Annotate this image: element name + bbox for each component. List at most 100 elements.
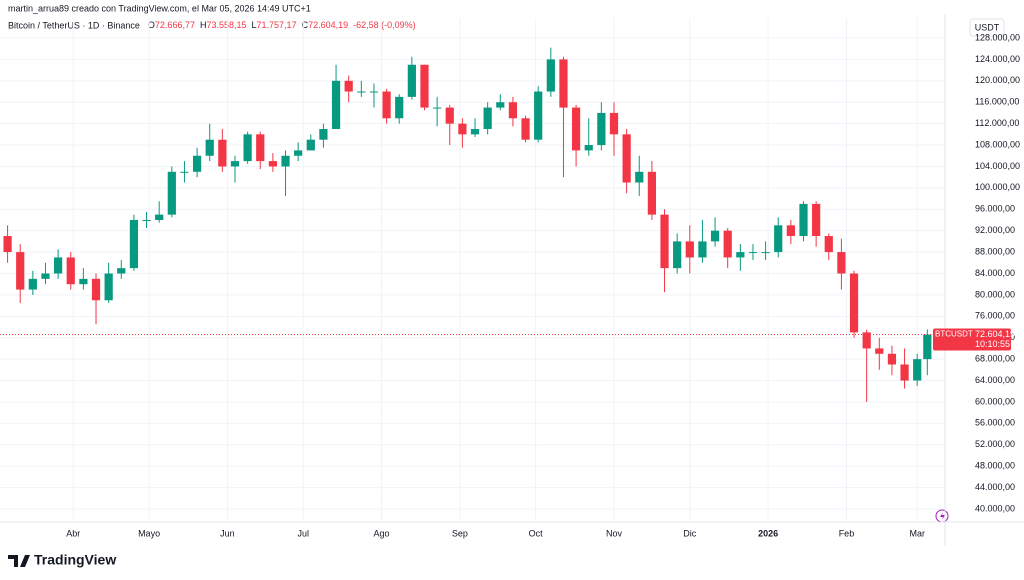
candle-body: [698, 241, 707, 258]
candle-body: [268, 161, 277, 167]
candle-body: [609, 112, 619, 135]
candle-body: [508, 102, 518, 119]
y-tick-label: 116.000,00: [975, 97, 1019, 107]
x-tick-label: Ago: [374, 528, 390, 538]
candle-body: [913, 359, 922, 381]
currency-box[interactable]: [969, 18, 1005, 37]
price-tag-price: 72.604,19: [975, 329, 1015, 339]
candle-body: [192, 155, 202, 172]
candle-body: [331, 80, 341, 129]
y-tick-label: 76.000,00: [975, 311, 1015, 321]
ohlc-value: 72.666,77: [155, 20, 195, 30]
y-tick-label: 64.000,00: [975, 375, 1015, 385]
y-tick-label: 52.000,00: [975, 439, 1015, 449]
candle-body: [458, 123, 467, 135]
candle-body: [54, 257, 63, 274]
y-tick-label: 128.000,00: [975, 32, 1020, 42]
candle-body: [923, 334, 932, 360]
candle-body: [483, 107, 492, 129]
candle-body: [571, 107, 581, 151]
x-tick-label: Feb: [839, 528, 855, 538]
candle-body: [673, 241, 682, 269]
candle-body: [104, 273, 113, 301]
candle-body: [748, 252, 758, 254]
y-tick-label: 92.000,00: [975, 225, 1015, 235]
candle-body: [66, 257, 75, 285]
ohlc-label: H: [200, 20, 207, 30]
logo: TradingView: [8, 552, 116, 568]
candle-body: [319, 128, 328, 140]
credit: martin_arrua89 creado con TradingView.co…: [8, 3, 311, 13]
logo-text: TradingView: [34, 552, 116, 568]
candle-body: [786, 225, 795, 237]
candle-body: [117, 268, 126, 274]
candle-body: [546, 59, 555, 92]
candle-body: [129, 219, 139, 269]
y-tick-label: 124.000,00: [975, 54, 1020, 64]
candle-body: [357, 91, 366, 93]
ohlc-value: 73.558,15: [206, 20, 246, 30]
currency: USDT: [975, 22, 1000, 32]
candle-body: [205, 139, 214, 156]
candle-body: [16, 252, 25, 290]
logo-icon: [8, 555, 30, 567]
y-tick-label: 48.000,00: [975, 461, 1015, 471]
candle-body: [281, 155, 290, 167]
candle-body: [875, 348, 884, 354]
candle-body: [218, 139, 227, 167]
candle-body: [180, 171, 189, 173]
candle-body: [79, 278, 88, 285]
candle-body: [660, 214, 669, 269]
y-tick-label: 112.000,00: [975, 118, 1019, 128]
candle-body: [382, 91, 391, 119]
y-tick-label: 56.000,00: [975, 418, 1015, 428]
candle-body: [887, 353, 897, 365]
candle-body: [167, 171, 176, 215]
y-tick-label: 40.000,00: [975, 503, 1015, 513]
y-tick-label: 84.000,00: [975, 268, 1015, 278]
candle-body: [534, 91, 543, 140]
candle-body: [407, 64, 416, 97]
candle-body: [91, 278, 101, 301]
ohlc-label: L: [252, 20, 257, 30]
y-tick-label: 44.000,00: [975, 482, 1015, 492]
x-tick-label: Dic: [683, 528, 696, 538]
y-tick-label: 100.000,00: [975, 182, 1020, 192]
candle-body: [230, 161, 240, 167]
candle-body: [306, 139, 315, 151]
candle-body: [294, 150, 303, 156]
price-tag: [933, 328, 1011, 351]
candle-body: [470, 128, 480, 135]
candle-body: [597, 112, 606, 146]
candle-body: [723, 230, 732, 258]
y-tick-label: 108.000,00: [975, 139, 1020, 149]
x-tick-label: Abr: [66, 528, 80, 538]
candle-body: [584, 145, 593, 151]
candle-body: [155, 214, 164, 220]
ohlc-label: C: [302, 20, 309, 30]
candle-body: [369, 91, 379, 93]
candle-body: [28, 278, 37, 290]
candle-body: [837, 252, 846, 274]
x-tick-label: Jul: [297, 528, 309, 538]
y-tick-label: 60.000,00: [975, 396, 1015, 406]
ohlc-label: O: [148, 20, 155, 30]
candle-body: [635, 171, 644, 183]
price-tag-countdown: 10:10:55: [975, 339, 1010, 349]
candle-body: [142, 219, 151, 221]
alert-bolt: [940, 512, 945, 520]
candle-body: [647, 171, 657, 215]
candle-body: [849, 273, 859, 333]
y-tick-label: 120.000,00: [975, 75, 1020, 85]
candle-body: [736, 252, 745, 258]
candle-body: [774, 225, 783, 253]
candle-body: [622, 134, 631, 183]
candle-body: [420, 64, 429, 108]
candle-body: [521, 118, 530, 140]
candle-body: [41, 273, 50, 279]
y-tick-label: 80.000,00: [975, 289, 1015, 299]
candle-body: [395, 96, 404, 119]
ohlc-legend: O72.666,77 H73.558,15 L71.757,17 C72.604,19…: [148, 20, 416, 30]
